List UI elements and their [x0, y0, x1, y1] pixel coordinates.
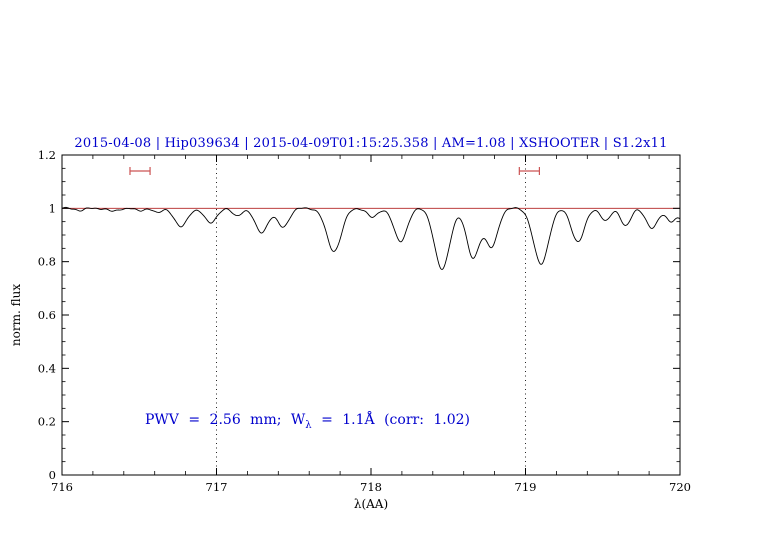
- y-tick-label: 1.2: [38, 148, 56, 162]
- y-tick-label: 0: [49, 468, 56, 482]
- x-axis-title: λ(AA): [354, 497, 388, 511]
- pwv-annotation-sub: λ: [305, 419, 312, 431]
- y-tick-label: 1: [49, 201, 56, 215]
- x-tick-label: 717: [206, 480, 228, 494]
- x-tick-label: 718: [360, 480, 382, 494]
- y-tick-label: 0.4: [38, 361, 56, 375]
- pwv-annotation-pre: PWV = 2.56 mm; W: [145, 412, 306, 428]
- x-tick-label: 716: [51, 480, 73, 494]
- x-tick-label: 720: [669, 480, 691, 494]
- plot-title: 2015-04-08 | Hip039634 | 2015-04-09T01:1…: [74, 136, 668, 151]
- y-tick-label: 0.2: [38, 415, 56, 429]
- y-tick-label: 0.8: [38, 255, 56, 269]
- pwv-annotation-post: = 1.1Å (corr: 1.02): [311, 412, 470, 428]
- x-tick-label: 719: [515, 480, 537, 494]
- y-axis-title: norm. flux: [9, 284, 23, 346]
- spectrum-line: [61, 206, 681, 270]
- pwv-annotation: PWV = 2.56 mm; Wλ = 1.1Å (corr: 1.02): [145, 412, 470, 431]
- y-tick-label: 0.6: [38, 308, 56, 322]
